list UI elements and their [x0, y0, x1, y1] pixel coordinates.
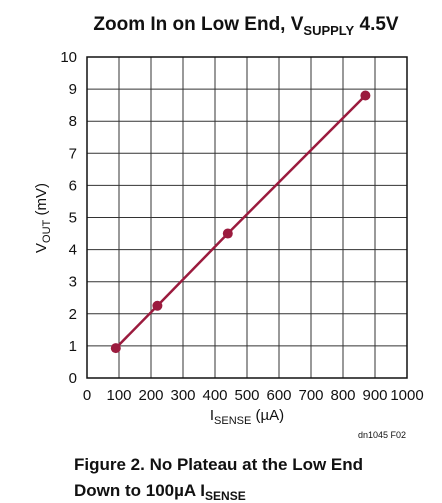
data-line	[114, 94, 367, 350]
y-tick-label: 5	[69, 210, 77, 227]
title-text: 4.5V	[354, 14, 399, 35]
x-tick-label: 400	[202, 387, 227, 404]
x-tick-label: 900	[362, 387, 387, 404]
y-label-subscript: OUT	[41, 219, 53, 243]
plot-frame	[86, 56, 408, 379]
y-axis-label: VOUT (mV)	[33, 183, 53, 253]
caption-line: Down to 100µA ISENSE	[74, 481, 246, 503]
y-tick-label: 7	[69, 145, 77, 162]
caption-subscript: SENSE	[205, 489, 246, 503]
x-tick-label: 300	[170, 387, 195, 404]
y-tick-label: 6	[69, 177, 77, 194]
x-label-subscript: SENSE	[214, 415, 251, 427]
x-label-text: (µA)	[251, 407, 284, 424]
y-tick-label: 10	[60, 49, 77, 66]
y-tick-label: 9	[69, 81, 77, 98]
caption-text: Down to 100µA I	[74, 481, 205, 500]
x-tick-label: 0	[83, 387, 91, 404]
y-tick-label: 0	[69, 370, 77, 387]
y-tick-label: 3	[69, 274, 77, 291]
caption-line: Figure 2. No Plateau at the Low End	[74, 455, 363, 474]
x-axis-label: ISENSE (µA)	[210, 407, 284, 427]
x-tick-label: 600	[266, 387, 291, 404]
data-point	[110, 343, 121, 354]
x-tick-label: 100	[106, 387, 131, 404]
data-point	[222, 228, 233, 239]
x-tick-label: 700	[298, 387, 323, 404]
figure-note: dn1045 F02	[358, 430, 406, 440]
y-tick-label: 1	[69, 338, 77, 355]
title-subscript: SUPPLY	[303, 23, 354, 38]
data-point	[360, 90, 371, 101]
y-tick-label: 8	[69, 113, 77, 130]
data-point	[152, 300, 163, 311]
y-label-text: (mV)	[33, 183, 50, 220]
x-tick-label: 200	[138, 387, 163, 404]
x-tick-label: 800	[330, 387, 355, 404]
x-tick-label: 500	[234, 387, 259, 404]
y-tick-label: 4	[69, 242, 77, 259]
x-tick-label: 1000	[390, 387, 423, 404]
x-label-text: I	[210, 407, 214, 424]
title-text: Zoom In on Low End, V	[93, 14, 303, 35]
y-label-text: V	[33, 243, 50, 253]
chart-title: Zoom In on Low End, VSUPPLY 4.5V	[93, 14, 399, 38]
y-tick-label: 2	[69, 306, 77, 323]
